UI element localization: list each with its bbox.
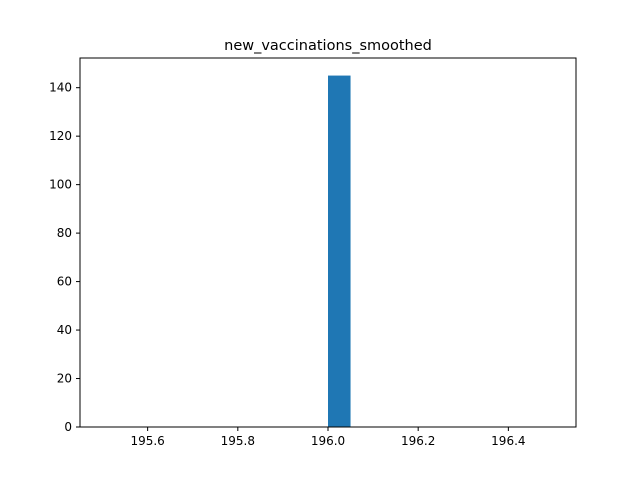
y-tick-label: 0 (64, 420, 72, 434)
x-tick-label: 196.4 (491, 434, 525, 448)
chart-title: new_vaccinations_smoothed (224, 38, 432, 54)
x-tick-label: 195.8 (221, 434, 255, 448)
x-tick-label: 195.6 (130, 434, 164, 448)
x-tick-label: 196.2 (401, 434, 435, 448)
plot-frame (79, 57, 577, 428)
y-tick-label: 80 (57, 226, 72, 240)
histogram-bar (328, 75, 351, 428)
y-tick-label: 140 (49, 81, 72, 95)
x-tick-label: 196.0 (311, 434, 345, 448)
y-tick-label: 100 (49, 178, 72, 192)
y-tick-label: 60 (57, 275, 72, 289)
y-tick-label: 20 (57, 372, 72, 386)
y-tick-label: 40 (57, 323, 72, 337)
y-axis-ticks: 0 20 40 60 80 100 120 140 (49, 81, 80, 434)
x-axis-ticks: 195.6 195.8 196.0 196.2 196.4 (130, 427, 526, 448)
y-tick-label: 120 (49, 129, 72, 143)
bars-layer (328, 75, 351, 428)
